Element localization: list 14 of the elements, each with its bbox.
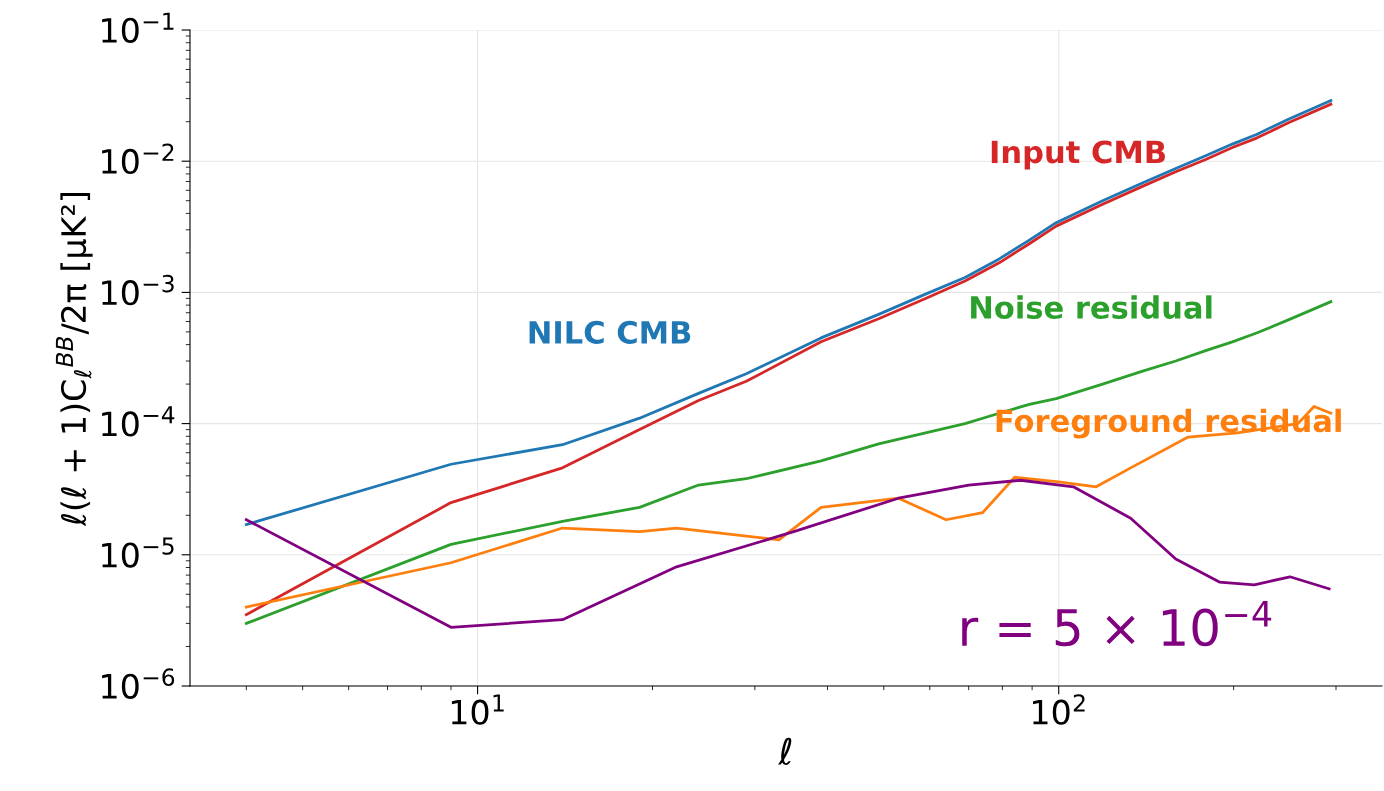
x-tick-label: 10$^{1}$	[451, 694, 504, 725]
y-tick-label: 10$^{−3}$	[102, 274, 174, 306]
series-label: Input CMB	[991, 140, 1165, 170]
series-label: Noise residual	[971, 295, 1212, 319]
x-tick-label: 10$^{2}$	[1033, 694, 1085, 725]
x-axis-title: ℓ	[778, 737, 792, 765]
y-tick-label: 10$^{−4}$	[102, 406, 175, 437]
y-tick-label: 10$^{−6}$	[102, 668, 175, 699]
series-label: r = 5 × 10$^{−4}$	[962, 601, 1272, 647]
y-tick-label: 10$^{−5}$	[102, 537, 174, 568]
y-tick-label: 10$^{−1}$	[102, 12, 174, 43]
y-axis-title: ℓ(ℓ + 1)C$_{ℓ}$$^{BB}$/2π [μK²]	[55, 193, 93, 527]
series-label: NILC CMB	[529, 320, 691, 344]
y-tick-label: 10$^{−2}$	[102, 143, 174, 175]
